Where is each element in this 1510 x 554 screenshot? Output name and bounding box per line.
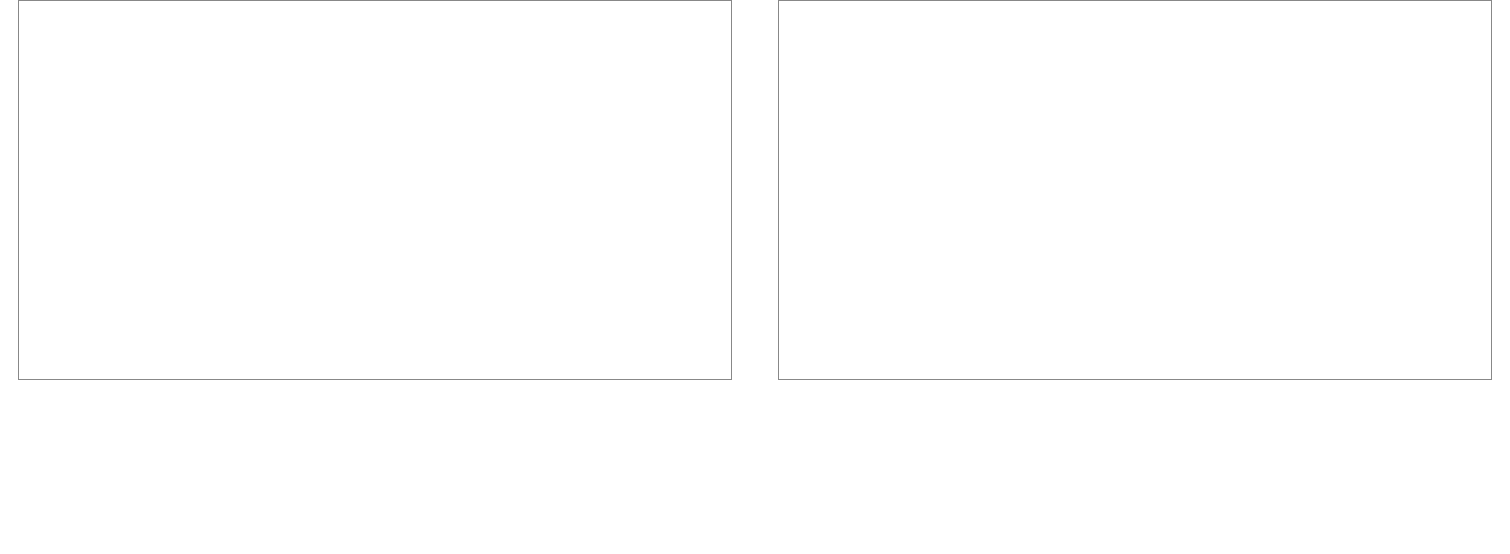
y-axis-right <box>1492 0 1500 380</box>
charts-row <box>10 10 1500 390</box>
x-axis <box>10 380 740 384</box>
y-axis-left <box>770 0 778 380</box>
chart-15 <box>10 10 740 390</box>
x-axis <box>770 380 1500 384</box>
y-axis-right <box>732 0 740 380</box>
chart-16 <box>770 10 1500 390</box>
plot-area <box>18 0 732 380</box>
y-axis-left <box>10 0 18 380</box>
plot-area <box>778 0 1492 380</box>
